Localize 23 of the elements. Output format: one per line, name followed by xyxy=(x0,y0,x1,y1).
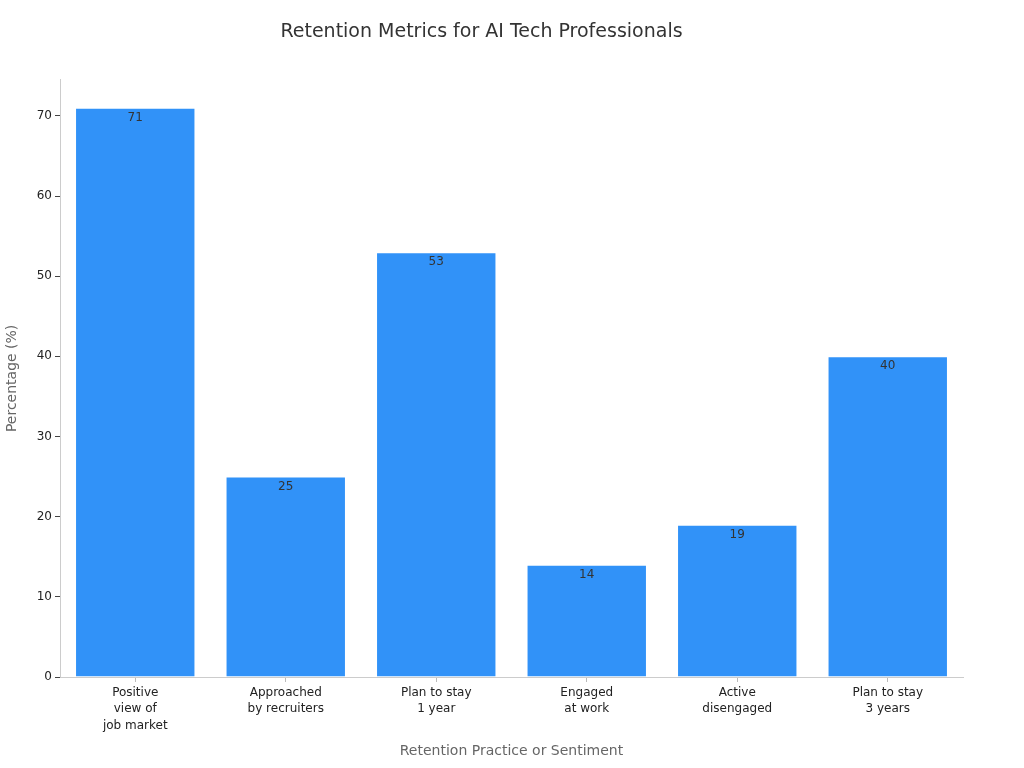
x-tick-label: Plan to stay 3 years xyxy=(852,685,924,716)
data-label: 71 xyxy=(127,109,143,124)
y-axis-title: Percentage (%) xyxy=(3,324,20,433)
data-label: 14 xyxy=(579,566,595,581)
y-tick-label: 50 xyxy=(36,268,52,283)
y-tick-label: 10 xyxy=(36,588,52,603)
y-tick-label: 0 xyxy=(44,669,52,684)
x-tick-label: Approached by recruiters xyxy=(247,685,324,716)
x-tick-label: Active disengaged xyxy=(702,685,773,716)
y-tick-label: 40 xyxy=(36,348,52,363)
data-label: 19 xyxy=(729,526,745,541)
x-axis-title: Retention Practice or Sentiment xyxy=(399,742,624,759)
data-label: 25 xyxy=(278,478,294,493)
x-tick-label: Engaged at work xyxy=(560,685,614,716)
y-tick-label: 70 xyxy=(36,108,52,122)
data-label: 53 xyxy=(428,254,444,269)
y-tick-label: 60 xyxy=(36,188,52,203)
x-tick-label: Positive view of job market xyxy=(101,685,168,732)
y-tick-label: 20 xyxy=(36,508,52,523)
data-label: 40 xyxy=(880,358,896,373)
y-tick-label: 30 xyxy=(36,428,52,443)
chart-title: Retention Metrics for AI Tech Professionals xyxy=(280,19,683,42)
x-tick-label: Plan to stay 1 year xyxy=(400,685,472,716)
